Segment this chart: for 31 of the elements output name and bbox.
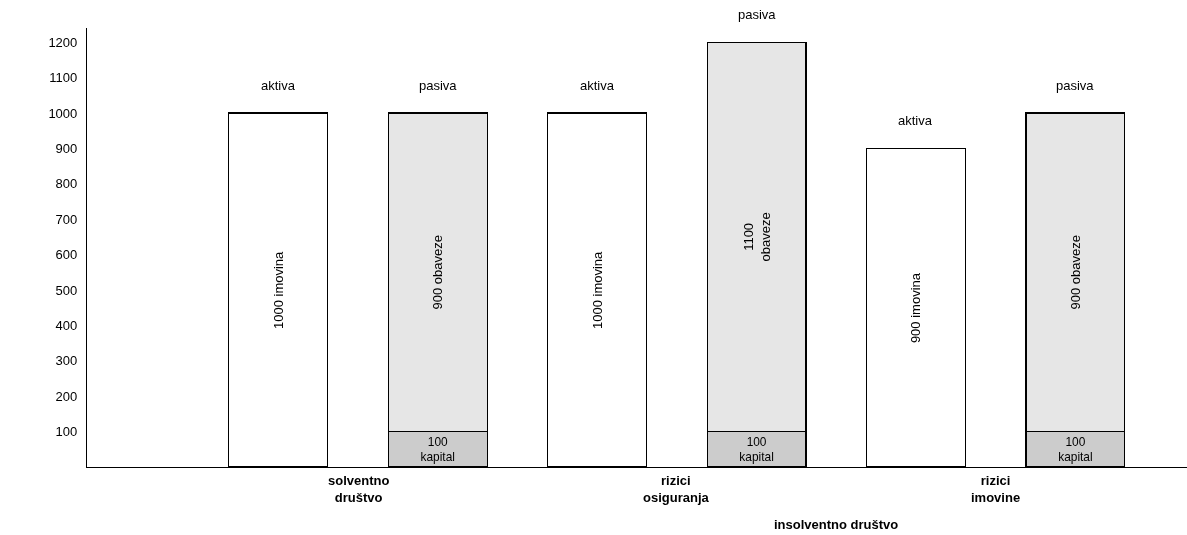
data-label: 1000 imovina <box>270 250 286 330</box>
data-label: 900 obaveze <box>430 235 446 310</box>
y-tick-label: 1000 <box>48 105 78 121</box>
y-tick-label: 700 <box>55 211 78 227</box>
text: solventno društvo <box>328 473 390 505</box>
y-tick-label: 800 <box>55 176 78 192</box>
data-label: 100 kapital <box>739 434 774 465</box>
annotation: pasiva <box>419 78 458 93</box>
y-tick-label: 1100 <box>49 70 78 86</box>
annotation: aktiva <box>261 78 296 93</box>
data-label: 100 kapital <box>1058 434 1093 465</box>
y-tick-label: 1200 <box>48 34 78 50</box>
y-tick-label: 500 <box>55 282 78 298</box>
text: rizici imovine <box>971 473 1021 505</box>
annotation: aktiva <box>580 78 615 93</box>
y-tick-label: 400 <box>55 317 78 333</box>
annotation: aktiva <box>898 113 933 128</box>
y-tick-label: 100 <box>55 424 78 440</box>
text: rizici osiguranja <box>643 473 710 505</box>
data-label: 900 imovina <box>908 272 924 344</box>
y-tick-label: 300 <box>55 353 78 369</box>
y-tick-label: 200 <box>55 388 78 404</box>
text: insolventno društvo <box>774 517 899 532</box>
data-label: 1000 imovina <box>589 250 605 330</box>
y-tick-label: 900 <box>55 140 78 156</box>
y-tick-label: 600 <box>55 247 78 263</box>
annotation: pasiva <box>1056 78 1095 93</box>
text: pasiva <box>738 7 777 22</box>
data-label: 1100 obaveze <box>740 212 773 262</box>
data-label: 100 kapital <box>420 434 455 465</box>
data-label: 900 obaveze <box>1067 235 1083 310</box>
